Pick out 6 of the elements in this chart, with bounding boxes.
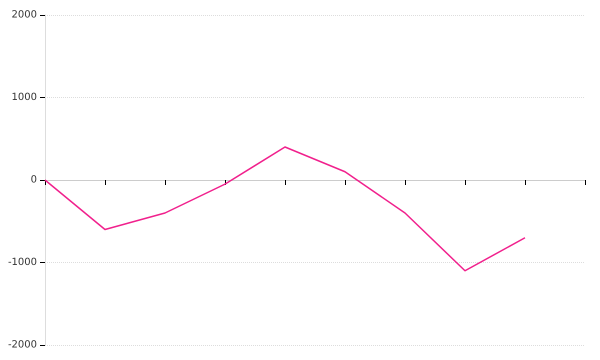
y-tick-label: 2000 [12, 10, 37, 20]
y-tick-label: 0 [30, 174, 37, 186]
line-series [44, 146, 526, 272]
y-tick-label: 1000 [12, 92, 37, 103]
y-tick-label: -2000 [8, 340, 37, 350]
y-tick-label: -1000 [8, 257, 37, 268]
